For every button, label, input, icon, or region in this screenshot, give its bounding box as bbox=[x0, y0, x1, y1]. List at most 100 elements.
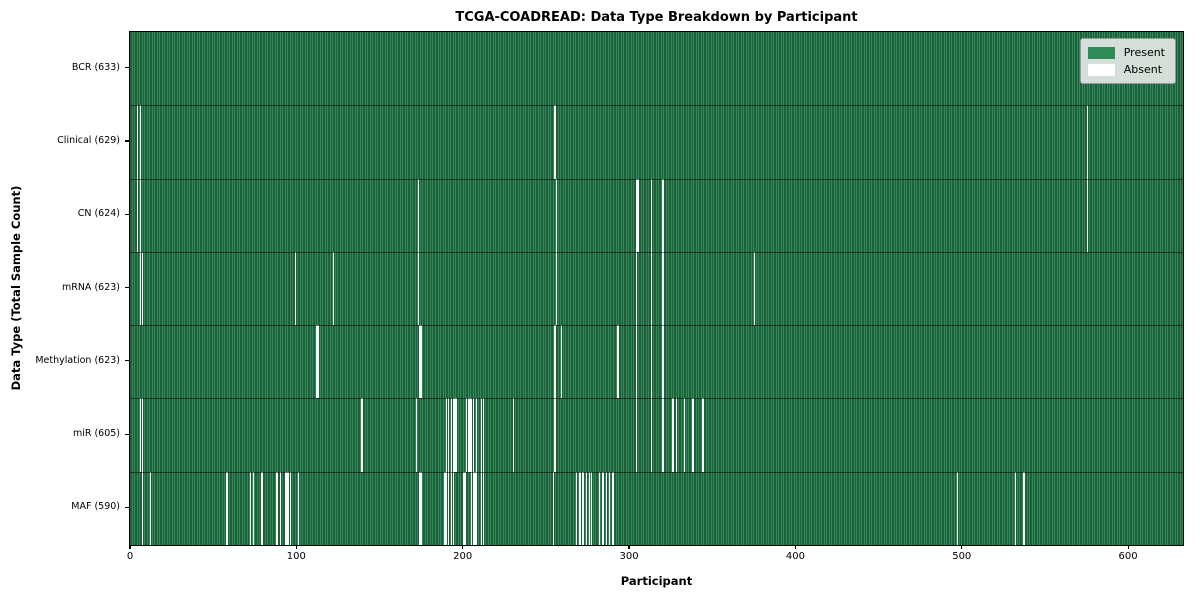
row-separator bbox=[130, 105, 1183, 107]
absent-mark bbox=[141, 398, 143, 472]
absent-mark bbox=[446, 398, 448, 472]
absent-mark bbox=[419, 325, 421, 399]
absent-mark bbox=[226, 471, 228, 545]
y-tick-label: mRNA (623) bbox=[61, 281, 120, 293]
absent-mark bbox=[650, 398, 653, 472]
absent-mark bbox=[512, 398, 514, 472]
absent-mark bbox=[284, 471, 287, 545]
absent-mark bbox=[471, 398, 473, 472]
absent-mark bbox=[141, 471, 143, 545]
absent-mark bbox=[332, 251, 335, 326]
absent-mark bbox=[139, 105, 142, 179]
absent-mark bbox=[466, 398, 468, 472]
absent-mark bbox=[635, 251, 638, 326]
y-axis-ticks: BCR (633) Clinical (629) CN (624) mRNA (623… bbox=[0, 31, 129, 544]
y-tick-label: CN (624) bbox=[77, 208, 120, 220]
absent-mark bbox=[419, 471, 421, 545]
absent-mark bbox=[471, 471, 473, 545]
datatype-row-mrna bbox=[130, 251, 1183, 326]
absent-mark bbox=[139, 398, 142, 472]
absent-mark bbox=[552, 471, 554, 545]
y-tick-label: miR (605) bbox=[72, 428, 120, 440]
x-tick bbox=[794, 545, 796, 549]
absent-mark bbox=[261, 471, 263, 545]
absent-mark bbox=[662, 251, 664, 326]
absent-mark bbox=[702, 398, 704, 472]
datatype-row-bcr bbox=[130, 32, 1183, 106]
absent-mark bbox=[361, 398, 363, 472]
x-axis-label: Participant bbox=[620, 574, 693, 588]
x-axis-ticks: 0 100 200 300 400 500 600 bbox=[127, 545, 1183, 573]
absent-mark bbox=[452, 398, 455, 472]
absent-mark bbox=[589, 471, 591, 545]
absent-mark bbox=[1014, 471, 1017, 545]
legend-swatch-absent bbox=[1087, 63, 1115, 76]
absent-mark bbox=[554, 105, 556, 179]
x-tick-label: 100 bbox=[286, 551, 306, 562]
x-tick bbox=[129, 545, 131, 549]
absent-mark bbox=[617, 325, 619, 399]
absent-mark bbox=[417, 251, 420, 326]
y-tick bbox=[125, 506, 129, 509]
absent-mark bbox=[316, 325, 318, 399]
absent-mark bbox=[590, 471, 593, 545]
absent-mark bbox=[451, 398, 453, 472]
x-tick-label: 300 bbox=[619, 551, 639, 562]
x-tick bbox=[1127, 545, 1129, 549]
absent-mark bbox=[555, 178, 558, 252]
absent-mark bbox=[560, 325, 563, 399]
absent-mark bbox=[472, 398, 475, 472]
absent-mark bbox=[136, 105, 138, 179]
legend: Present Absent bbox=[1079, 38, 1176, 84]
datatype-row-clinical bbox=[130, 105, 1183, 179]
y-tick-label: MAF (590) bbox=[71, 501, 120, 513]
absent-mark bbox=[662, 178, 664, 252]
absent-mark bbox=[447, 398, 450, 472]
absent-mark bbox=[416, 398, 418, 472]
absent-mark bbox=[692, 398, 694, 472]
absent-mark bbox=[446, 471, 448, 545]
absent-mark bbox=[462, 471, 465, 545]
absent-mark bbox=[582, 471, 584, 545]
absent-mark bbox=[1086, 105, 1088, 179]
datatype-row-cn bbox=[130, 178, 1183, 252]
absent-mark bbox=[481, 471, 483, 545]
plot-area: Present Absent bbox=[129, 31, 1184, 546]
x-tick-label: 600 bbox=[1118, 551, 1138, 562]
absent-mark bbox=[579, 471, 581, 545]
absent-mark bbox=[662, 325, 664, 399]
absent-mark bbox=[482, 471, 485, 545]
absent-mark bbox=[474, 471, 476, 545]
absent-mark bbox=[452, 471, 455, 545]
absent-mark bbox=[482, 398, 485, 472]
absent-mark bbox=[481, 398, 483, 472]
absent-mark bbox=[149, 471, 152, 545]
legend-entry: Present bbox=[1087, 44, 1165, 61]
x-tick bbox=[628, 545, 630, 549]
absent-mark bbox=[469, 398, 471, 472]
absent-mark bbox=[286, 471, 288, 545]
absent-mark bbox=[289, 471, 292, 545]
absent-mark bbox=[554, 398, 556, 472]
absent-mark bbox=[650, 325, 653, 399]
absent-mark bbox=[464, 471, 466, 545]
absent-mark bbox=[602, 471, 604, 545]
absent-mark bbox=[421, 471, 423, 545]
row-separator bbox=[130, 251, 1183, 253]
absent-mark bbox=[288, 471, 290, 545]
absent-mark bbox=[650, 251, 653, 326]
absent-mark bbox=[753, 251, 756, 326]
absent-mark bbox=[585, 471, 588, 545]
absent-mark bbox=[139, 251, 142, 326]
legend-label: Present bbox=[1123, 46, 1165, 59]
x-tick-label: 500 bbox=[952, 551, 972, 562]
absent-mark bbox=[476, 398, 478, 472]
y-tick bbox=[125, 67, 129, 69]
absent-mark bbox=[635, 325, 638, 399]
absent-mark bbox=[599, 471, 601, 545]
x-tick bbox=[961, 545, 963, 549]
heatmap-rows bbox=[130, 32, 1183, 545]
row-separator bbox=[130, 471, 1183, 473]
chart-title: TCGA-COADREAD: Data Type Breakdown by Pa… bbox=[455, 10, 858, 25]
absent-mark bbox=[298, 471, 300, 545]
